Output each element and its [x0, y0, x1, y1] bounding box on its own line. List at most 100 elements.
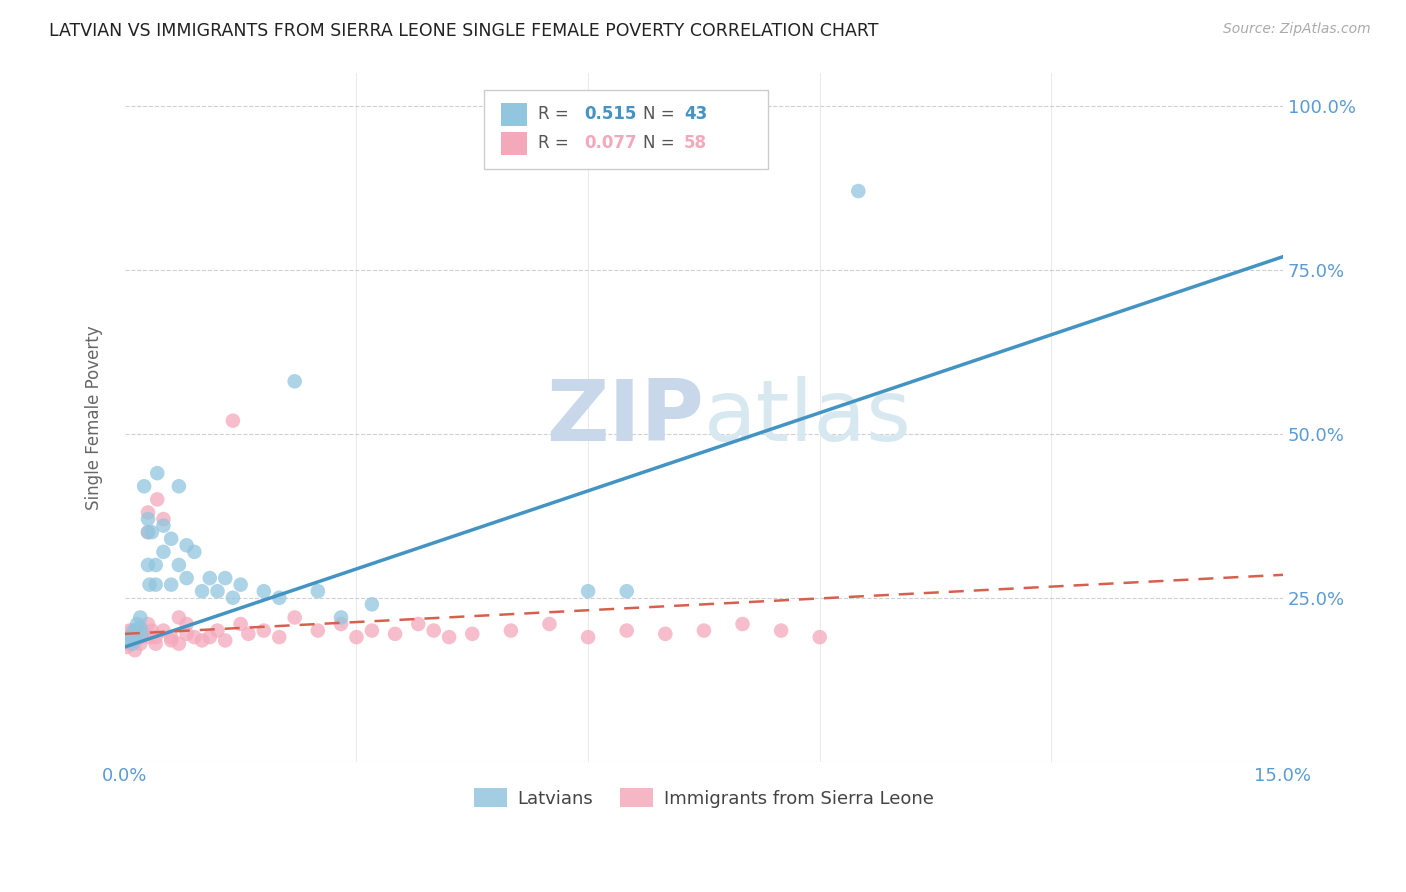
Point: [152, 518, 174, 533]
Point: [136, 525, 159, 540]
Point: [770, 624, 793, 638]
Point: [167, 479, 190, 493]
Point: [461, 627, 484, 641]
Point: [125, 633, 148, 648]
Point: [118, 630, 141, 644]
Point: [183, 630, 205, 644]
Point: [145, 630, 167, 644]
Point: [808, 630, 831, 644]
Point: [129, 630, 152, 644]
Text: N =: N =: [643, 104, 679, 122]
Point: [538, 617, 561, 632]
Point: [284, 374, 307, 388]
Point: [222, 414, 245, 428]
Point: [576, 584, 599, 599]
Point: [284, 610, 307, 624]
Point: [198, 630, 221, 644]
Point: [136, 512, 159, 526]
Point: [138, 577, 160, 591]
Point: [214, 633, 236, 648]
Point: [616, 584, 638, 599]
Point: [136, 617, 159, 632]
Point: [120, 630, 142, 644]
Point: [499, 624, 522, 638]
Point: [131, 627, 153, 641]
Text: atlas: atlas: [704, 376, 912, 458]
Point: [176, 627, 198, 641]
Point: [115, 640, 138, 654]
Point: [222, 591, 245, 605]
Point: [576, 630, 599, 644]
Point: [846, 184, 869, 198]
Point: [269, 591, 291, 605]
Point: [361, 624, 384, 638]
Point: [160, 532, 183, 546]
Point: [127, 617, 149, 632]
Point: [176, 617, 198, 632]
Text: N =: N =: [643, 134, 679, 153]
Legend: Latvians, Immigrants from Sierra Leone: Latvians, Immigrants from Sierra Leone: [467, 780, 941, 814]
Point: [422, 624, 444, 638]
Point: [361, 598, 384, 612]
Point: [145, 577, 167, 591]
Point: [191, 633, 214, 648]
Point: [141, 624, 163, 638]
Point: [129, 610, 152, 624]
FancyBboxPatch shape: [501, 132, 527, 155]
Point: [229, 577, 252, 591]
FancyBboxPatch shape: [484, 90, 768, 169]
Text: 58: 58: [685, 134, 707, 153]
Point: [138, 630, 160, 644]
Point: [214, 571, 236, 585]
Point: [134, 627, 156, 641]
Point: [176, 538, 198, 552]
Point: [330, 610, 353, 624]
Text: LATVIAN VS IMMIGRANTS FROM SIERRA LEONE SINGLE FEMALE POVERTY CORRELATION CHART: LATVIAN VS IMMIGRANTS FROM SIERRA LEONE …: [49, 22, 879, 40]
Point: [616, 624, 638, 638]
Point: [121, 637, 143, 651]
Point: [731, 617, 754, 632]
Point: [121, 624, 143, 638]
Point: [238, 627, 260, 641]
Point: [253, 584, 276, 599]
Point: [152, 624, 174, 638]
Point: [136, 525, 159, 540]
Point: [693, 624, 716, 638]
Point: [145, 558, 167, 572]
Point: [121, 633, 143, 648]
Point: [198, 571, 221, 585]
Point: [152, 512, 174, 526]
Point: [129, 620, 152, 634]
Point: [307, 624, 329, 638]
Point: [136, 558, 159, 572]
Point: [167, 637, 190, 651]
Point: [146, 492, 169, 507]
Point: [160, 577, 183, 591]
Point: [330, 617, 353, 632]
Point: [654, 627, 676, 641]
Point: [207, 624, 229, 638]
Text: ZIP: ZIP: [546, 376, 704, 458]
Point: [176, 571, 198, 585]
Text: R =: R =: [538, 134, 574, 153]
Point: [118, 637, 141, 651]
Point: [136, 506, 159, 520]
Point: [134, 479, 156, 493]
FancyBboxPatch shape: [501, 103, 527, 126]
Point: [118, 624, 141, 638]
Point: [269, 630, 291, 644]
Point: [141, 525, 163, 540]
Point: [160, 630, 183, 644]
Point: [207, 584, 229, 599]
Y-axis label: Single Female Poverty: Single Female Poverty: [86, 325, 103, 509]
Point: [437, 630, 460, 644]
Point: [384, 627, 406, 641]
Point: [406, 617, 429, 632]
Point: [152, 545, 174, 559]
Point: [167, 610, 190, 624]
Point: [122, 627, 145, 641]
Point: [125, 624, 148, 638]
Text: R =: R =: [538, 104, 574, 122]
Point: [129, 637, 152, 651]
Point: [124, 643, 146, 657]
